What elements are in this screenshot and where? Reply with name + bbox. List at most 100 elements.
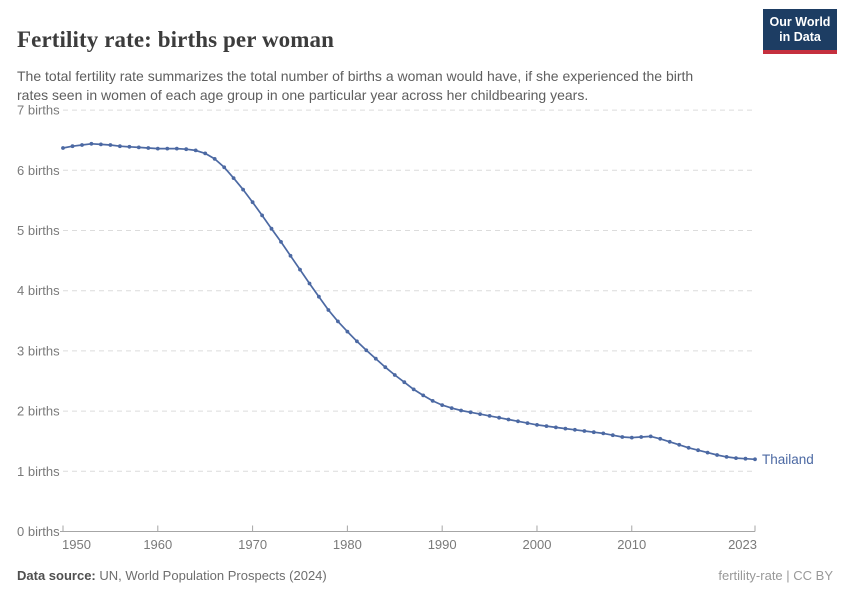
data-point — [487, 414, 492, 418]
data-point — [307, 281, 312, 286]
data-point — [99, 142, 103, 147]
data-point — [108, 143, 113, 147]
data-point — [212, 157, 217, 161]
data-point — [184, 147, 189, 152]
data-point — [734, 456, 738, 460]
data-point — [326, 308, 331, 312]
data-point — [648, 434, 653, 439]
data-point — [440, 403, 445, 407]
data-point — [563, 426, 568, 431]
data-point — [317, 294, 321, 299]
x-tick-label: 2023 — [728, 537, 757, 552]
data-point — [61, 146, 65, 150]
x-tick-label: 1970 — [238, 537, 267, 552]
y-tick-label: 4 births — [17, 283, 60, 298]
y-tick-label: 1 births — [17, 464, 60, 479]
data-point — [468, 410, 473, 415]
data-point — [696, 448, 700, 453]
y-tick-label: 3 births — [17, 343, 60, 358]
data-point — [667, 439, 672, 444]
data-point — [279, 240, 283, 244]
data-point — [146, 146, 151, 150]
data-point — [345, 329, 350, 334]
owid-logo-line2: in Data — [779, 30, 821, 44]
data-point — [478, 412, 482, 416]
y-tick-label: 0 births — [17, 524, 60, 539]
data-point — [336, 319, 340, 324]
data-point — [203, 151, 208, 156]
data-point — [516, 419, 520, 424]
owid-logo[interactable]: Our World in Data — [763, 9, 837, 54]
data-point — [601, 431, 606, 436]
data-source-value: UN, World Population Prospects (2024) — [95, 568, 327, 583]
data-point — [402, 380, 407, 385]
data-point — [544, 424, 549, 428]
data-point — [535, 423, 539, 427]
data-point — [497, 415, 501, 420]
fertility-line — [62, 142, 756, 461]
data-point — [127, 144, 132, 149]
data-point — [298, 267, 302, 272]
data-point — [411, 387, 416, 392]
x-tick-label: 1980 — [333, 537, 362, 552]
data-point — [677, 442, 682, 447]
data-point — [705, 450, 710, 455]
data-point — [155, 146, 160, 151]
data-point — [554, 425, 558, 430]
owid-logo-line1: Our World — [769, 15, 831, 29]
data-point — [383, 365, 388, 370]
x-tick-label: 1960 — [143, 537, 172, 552]
data-point — [715, 453, 719, 457]
data-point — [373, 356, 378, 361]
data-point — [639, 435, 644, 439]
data-point — [629, 435, 634, 440]
data-point — [355, 339, 359, 344]
x-tick-label: 2010 — [617, 537, 646, 552]
data-point — [421, 393, 426, 398]
data-point — [743, 456, 748, 461]
chart-subtitle: The total fertility rate summarizes the … — [17, 68, 694, 103]
data-point — [288, 253, 293, 258]
data-source: Data source: UN, World Population Prospe… — [17, 568, 327, 583]
data-point — [241, 187, 246, 192]
data-point — [620, 435, 625, 439]
data-point — [70, 144, 75, 149]
x-tick-label: 1990 — [428, 537, 457, 552]
y-tick-label: 5 births — [17, 223, 60, 238]
data-point — [165, 146, 170, 151]
data-point — [250, 200, 255, 205]
x-tick-label: 2000 — [523, 537, 552, 552]
data-point — [222, 165, 227, 170]
data-point — [753, 457, 757, 462]
data-point — [174, 146, 179, 151]
data-point — [459, 408, 463, 413]
data-point — [573, 427, 577, 432]
y-tick-label: 2 births — [17, 404, 60, 419]
y-tick-label: 7 births — [17, 103, 60, 118]
data-point — [118, 144, 122, 149]
data-point — [686, 445, 691, 450]
page-title: Fertility rate: births per woman — [17, 27, 335, 53]
data-point — [591, 430, 596, 435]
data-source-label: Data source: — [17, 568, 96, 583]
data-point — [392, 373, 397, 377]
data-point — [449, 406, 454, 410]
chart-footer: Data source: UN, World Population Prospe… — [0, 568, 850, 590]
data-point — [269, 226, 274, 231]
data-point — [658, 436, 663, 441]
data-point — [193, 148, 198, 153]
data-point — [260, 213, 264, 218]
data-point — [724, 455, 729, 459]
data-point — [80, 143, 84, 147]
license-text: fertility-rate | CC BY — [718, 568, 833, 583]
data-point — [610, 433, 615, 438]
data-point — [506, 417, 511, 422]
series-label-thailand: Thailand — [762, 452, 814, 467]
data-point — [525, 421, 530, 425]
data-point — [136, 145, 141, 150]
data-point — [430, 399, 435, 403]
data-point — [582, 429, 587, 433]
x-tick-label: 1950 — [62, 537, 91, 552]
